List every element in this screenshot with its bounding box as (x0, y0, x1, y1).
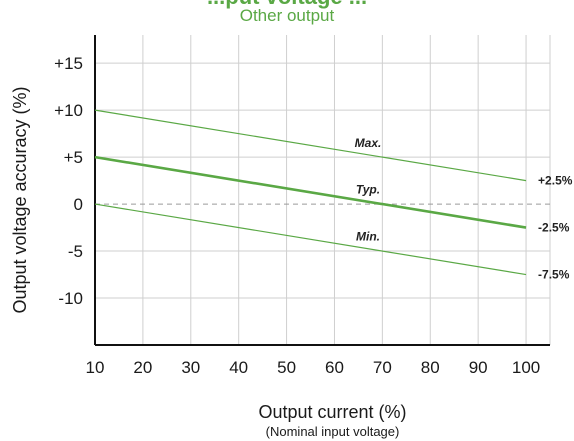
y-tick-label: 0 (74, 195, 83, 214)
x-tick-label: 50 (277, 358, 296, 377)
y-tick-label: +10 (54, 101, 83, 120)
x-tick-label: 90 (469, 358, 488, 377)
y-tick-label: -5 (68, 242, 83, 261)
y-tick-label: -10 (58, 289, 83, 308)
series-line (94, 203, 527, 276)
x-axis-title: Output current (%) (258, 402, 406, 422)
x-tick-label: 80 (421, 358, 440, 377)
x-tick-label: 100 (512, 358, 540, 377)
x-axis-note: (Nominal input voltage) (266, 424, 400, 439)
series-lines (94, 109, 527, 276)
x-tick-label: 40 (229, 358, 248, 377)
x-tick-label: 30 (181, 358, 200, 377)
series-name: Typ. (356, 183, 380, 197)
series-line (94, 155, 527, 229)
x-tick-label: 70 (373, 358, 392, 377)
axes (94, 35, 550, 346)
labels: 10 20 30 40 50 60 70 80 90 100 +15 +10 +5 0 -5 -10 Max. +… (10, 54, 573, 439)
chart-title: ...put voltage ... (0, 0, 574, 10)
chart-subtitle: Other output (239, 6, 335, 25)
series-name: Min. (356, 230, 380, 244)
y-tick-label: +5 (64, 148, 83, 167)
y-axis-title: Output voltage accuracy (%) (10, 86, 30, 313)
y-tick-label: +15 (54, 54, 83, 73)
x-tick-label: 10 (86, 358, 105, 377)
series-end-label: -2.5% (538, 221, 570, 235)
series-line (94, 109, 527, 182)
x-tick-label: 60 (325, 358, 344, 377)
grid (95, 35, 551, 345)
series-end-label: +2.5% (538, 174, 573, 188)
series-end-label: -7.5% (538, 268, 570, 282)
x-tick-label: 20 (133, 358, 152, 377)
series-name: Max. (355, 136, 382, 150)
